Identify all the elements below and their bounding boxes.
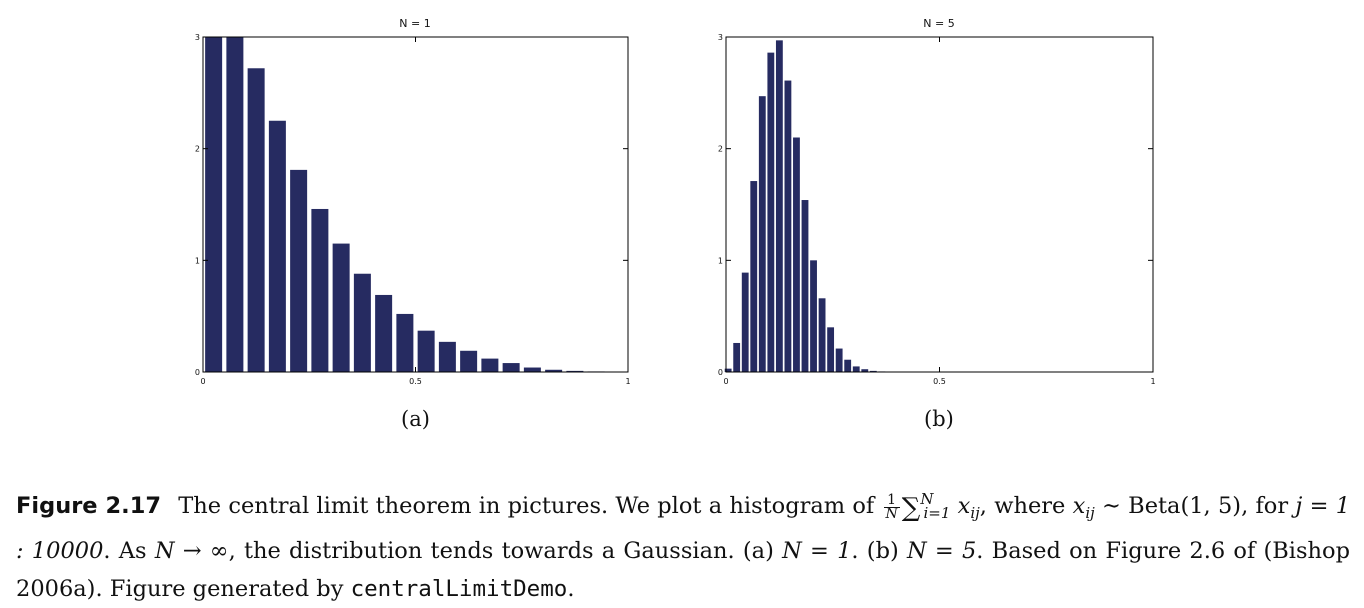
panel-b-bar [827, 327, 834, 372]
panel-a-bar [503, 363, 520, 372]
panel-b-bar [742, 273, 749, 372]
panel-b-bar [785, 81, 792, 372]
caption-tilde: ∼ [1102, 493, 1121, 519]
fraction-denominator: N [884, 508, 900, 521]
panel-b-ytick-label: 2 [718, 145, 723, 154]
panel-a-axes-frame [203, 37, 628, 372]
panel-a-bar [333, 244, 350, 372]
panel-b-bars [725, 40, 903, 372]
caption-variable-subscript: ij [1085, 504, 1094, 522]
panel-a-xtick-label: 0.5 [409, 377, 422, 386]
caption-text: . As [103, 538, 146, 564]
panel-a-bar [248, 68, 265, 372]
caption-variable: x [1073, 493, 1086, 519]
panel-a-xtick-label: 1 [625, 377, 630, 386]
caption-beta: Beta(1, 5) [1128, 493, 1241, 519]
panel-b-bar [810, 260, 817, 372]
caption-code: centralLimitDemo [351, 576, 568, 602]
panel-b-xtick-label: 1 [1150, 377, 1155, 386]
caption-variable: x [958, 493, 971, 519]
panel-a-bar [226, 37, 243, 372]
panel-b-histogram: N = 5 0 0.5 1 0 1 2 3 [718, 17, 1156, 386]
panel-a-title: N = 1 [399, 17, 430, 30]
caption-figure-number: Figure 2.17 [16, 493, 161, 519]
panel-a-bar [354, 274, 371, 372]
panel-a-xtick-label: 0 [200, 377, 205, 386]
figure: N = 1 0 0.5 1 0 1 2 3 N = 5 0 0.5 1 0 1 2 3 [0, 0, 1364, 470]
caption-variable-subscript: ij [970, 504, 979, 522]
panel-b-bar [844, 360, 851, 372]
panel-a-bar [205, 37, 222, 372]
panel-a-ytick-label: 2 [195, 145, 200, 154]
panel-b-ytick-label: 3 [718, 33, 723, 42]
panel-a-bar [481, 359, 498, 372]
panel-a-bar [269, 121, 286, 372]
panel-a-bar [524, 368, 541, 372]
panel-a-bar [439, 342, 456, 372]
caption-text: . (b) [851, 538, 898, 564]
panel-b-ticks: 0 0.5 1 0 1 2 3 [718, 33, 1156, 386]
panel-b-xtick-label: 0.5 [933, 377, 946, 386]
caption-text: , for [1241, 493, 1288, 519]
panel-a-bar [311, 209, 328, 372]
panel-b-title: N = 5 [923, 17, 954, 30]
caption-text: . [567, 576, 574, 602]
panel-b-bar [750, 181, 757, 372]
panel-b-bar [793, 138, 800, 373]
panel-a-bars [205, 37, 626, 372]
panel-a-bar [418, 331, 435, 372]
caption-n1: N = 1 [782, 538, 851, 564]
panel-b-bar [853, 366, 860, 372]
panel-b-label: (b) [924, 407, 954, 431]
panel-b-ytick-label: 1 [718, 256, 723, 265]
panel-a-ytick-label: 0 [195, 368, 200, 377]
panel-b-bar [767, 53, 774, 372]
panel-b-bar [819, 298, 826, 372]
panel-a-label: (a) [401, 407, 430, 431]
panel-a-bar [460, 351, 477, 372]
sum-lower-limit: i=1 [923, 504, 950, 522]
panel-b-bar [776, 40, 783, 372]
panel-b-bar [802, 200, 809, 372]
caption-n5: N = 5 [907, 538, 976, 564]
panel-b-bar [836, 349, 843, 372]
panel-b-xtick-label: 0 [723, 377, 728, 386]
panel-a-ytick-label: 3 [195, 33, 200, 42]
panel-a-bar [375, 295, 392, 372]
panel-b-bar [759, 96, 766, 372]
caption-text: , where [980, 493, 1066, 519]
panel-b-ytick-label: 0 [718, 368, 723, 377]
panel-a-bar [396, 314, 413, 372]
caption-text: The central limit theorem in pictures. W… [178, 493, 874, 519]
figure-caption: Figure 2.17 The central limit theorem in… [16, 480, 1350, 608]
panel-a-ytick-label: 1 [195, 256, 200, 265]
panel-b-bar [733, 343, 740, 372]
panel-a-bar [290, 170, 307, 372]
panel-a-histogram: N = 1 0 0.5 1 0 1 2 3 [195, 17, 631, 386]
caption-text: , the distribution tends towards a Gauss… [229, 538, 774, 564]
caption-limit: N → ∞ [155, 538, 229, 564]
sum-symbol: ∑ [902, 493, 921, 523]
